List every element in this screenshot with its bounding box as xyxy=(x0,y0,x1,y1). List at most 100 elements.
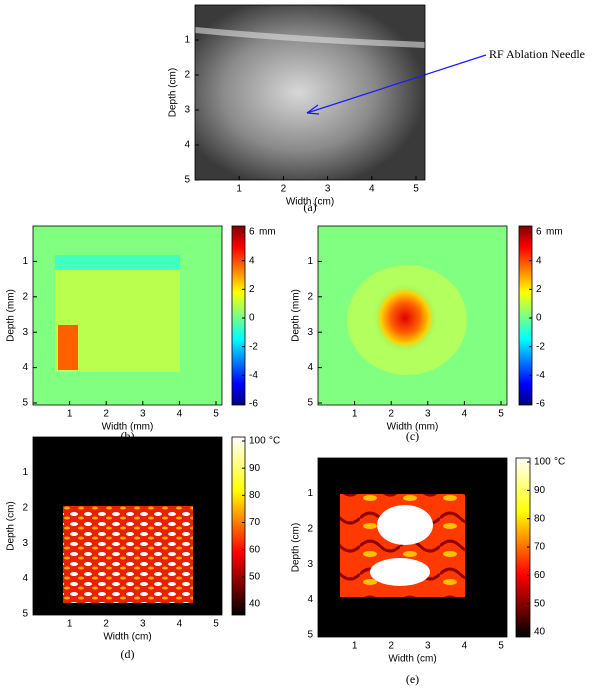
colorbar-unit: mm xyxy=(546,227,563,238)
colorbar-tick-label: 70 xyxy=(534,542,546,553)
colorbar xyxy=(518,225,533,406)
colorbar-tick-label: 40 xyxy=(249,599,261,610)
x-tick-label: 2 xyxy=(388,409,394,420)
x-tick-label: 4 xyxy=(177,409,183,420)
y-axis-label: Depth (mm) xyxy=(291,289,302,342)
x-tick-label: 3 xyxy=(325,184,331,195)
colorbar-tick-label: -6 xyxy=(536,399,545,410)
colorbar-tick-label: 70 xyxy=(249,517,261,528)
colorbar-tick-label: -4 xyxy=(536,370,545,381)
y-tick-label: 3 xyxy=(307,327,313,338)
y-tick-label: 1 xyxy=(22,467,28,478)
axes-frame xyxy=(32,225,223,406)
colorbar-tick-label: 100 xyxy=(534,457,551,468)
colorbar-tick-label: 100 xyxy=(249,436,266,447)
axes-frame xyxy=(32,436,223,616)
y-tick-label: 5 xyxy=(307,630,313,641)
y-tick-label: 2 xyxy=(22,502,28,513)
x-tick-label: 3 xyxy=(140,409,146,420)
x-tick-label: 4 xyxy=(369,184,375,195)
colorbar xyxy=(231,436,246,616)
y-tick-label: 5 xyxy=(22,398,28,409)
x-axis-label: Width (cm) xyxy=(103,632,151,643)
caption: (b) xyxy=(121,429,135,443)
y-tick-label: 3 xyxy=(22,538,28,549)
y-tick-label: 4 xyxy=(22,573,28,584)
colorbar-tick-label: 4 xyxy=(536,255,542,266)
x-tick-label: 1 xyxy=(67,619,73,630)
y-tick-label: 5 xyxy=(184,175,190,186)
y-axis-label: Depth (cm) xyxy=(168,68,179,117)
y-tick-label: 3 xyxy=(307,559,313,570)
colorbar-unit: °C xyxy=(554,457,565,468)
colorbar-tick-label: -4 xyxy=(249,370,258,381)
colorbar-tick-label: 0 xyxy=(249,313,255,324)
colorbar-tick-label: -6 xyxy=(249,399,258,410)
colorbar-tick-label: 40 xyxy=(534,627,546,638)
x-tick-label: 5 xyxy=(213,409,219,420)
colorbar-tick-label: 90 xyxy=(534,485,546,496)
x-axis-label: Width (mm) xyxy=(102,422,154,433)
x-tick-label: 4 xyxy=(177,619,183,630)
colorbar-tick-label: 6 xyxy=(536,227,542,238)
y-tick-label: 2 xyxy=(22,291,28,302)
y-tick-label: 2 xyxy=(307,291,313,302)
y-tick-label: 1 xyxy=(307,256,313,267)
colorbar-tick-label: 90 xyxy=(249,463,261,474)
axes-frame xyxy=(317,457,508,638)
axes-frame xyxy=(194,4,426,181)
colorbar-tick-label: 2 xyxy=(536,284,542,295)
x-tick-label: 3 xyxy=(425,409,431,420)
x-tick-label: 3 xyxy=(140,619,146,630)
y-tick-label: 1 xyxy=(22,256,28,267)
y-tick-label: 3 xyxy=(184,105,190,116)
x-tick-label: 1 xyxy=(352,409,358,420)
y-tick-label: 1 xyxy=(184,35,190,46)
colorbar-tick-label: 6 xyxy=(249,227,255,238)
y-axis-label: Depth (cm) xyxy=(291,523,302,572)
axes-frame xyxy=(317,225,508,406)
x-tick-label: 5 xyxy=(498,641,504,652)
x-axis-label: Width (mm) xyxy=(387,422,439,433)
x-tick-label: 2 xyxy=(281,184,287,195)
y-tick-label: 1 xyxy=(307,488,313,499)
x-tick-label: 3 xyxy=(425,641,431,652)
colorbar-tick-label: 0 xyxy=(536,313,542,324)
y-tick-label: 5 xyxy=(22,609,28,620)
colorbar-tick-label: 60 xyxy=(249,544,261,555)
x-tick-label: 1 xyxy=(67,409,73,420)
y-tick-label: 4 xyxy=(184,140,190,151)
y-axis-label: Depth (cm) xyxy=(6,501,17,550)
caption: (a) xyxy=(303,200,316,214)
x-tick-label: 5 xyxy=(498,409,504,420)
colorbar-tick-label: 60 xyxy=(534,570,546,581)
y-tick-label: 3 xyxy=(22,327,28,338)
x-tick-label: 2 xyxy=(388,641,394,652)
colorbar-tick-label: 4 xyxy=(249,255,255,266)
y-tick-label: 4 xyxy=(307,362,313,373)
x-tick-label: 1 xyxy=(352,641,358,652)
y-tick-label: 2 xyxy=(184,70,190,81)
colorbar-unit: mm xyxy=(259,227,276,238)
x-tick-label: 2 xyxy=(103,619,109,630)
colorbar-tick-label: -2 xyxy=(249,341,258,352)
y-tick-label: 4 xyxy=(307,594,313,605)
colorbar-tick-label: 80 xyxy=(249,490,261,501)
x-axis-label: Width (cm) xyxy=(286,197,334,208)
x-tick-label: 1 xyxy=(236,184,242,195)
caption: (c) xyxy=(406,429,419,443)
colorbar-tick-label: 50 xyxy=(249,571,261,582)
x-tick-label: 4 xyxy=(462,641,468,652)
caption: (d) xyxy=(121,647,135,661)
colorbar-tick-label: 2 xyxy=(249,284,255,295)
y-tick-label: 2 xyxy=(307,523,313,534)
x-tick-label: 2 xyxy=(103,409,109,420)
caption: (e) xyxy=(406,672,419,686)
colorbar-unit: °C xyxy=(269,436,280,447)
x-axis-label: Width (cm) xyxy=(388,654,436,665)
x-tick-label: 5 xyxy=(213,619,219,630)
colorbar xyxy=(231,225,246,406)
colorbar-tick-label: 50 xyxy=(534,598,546,609)
y-tick-label: 5 xyxy=(307,398,313,409)
